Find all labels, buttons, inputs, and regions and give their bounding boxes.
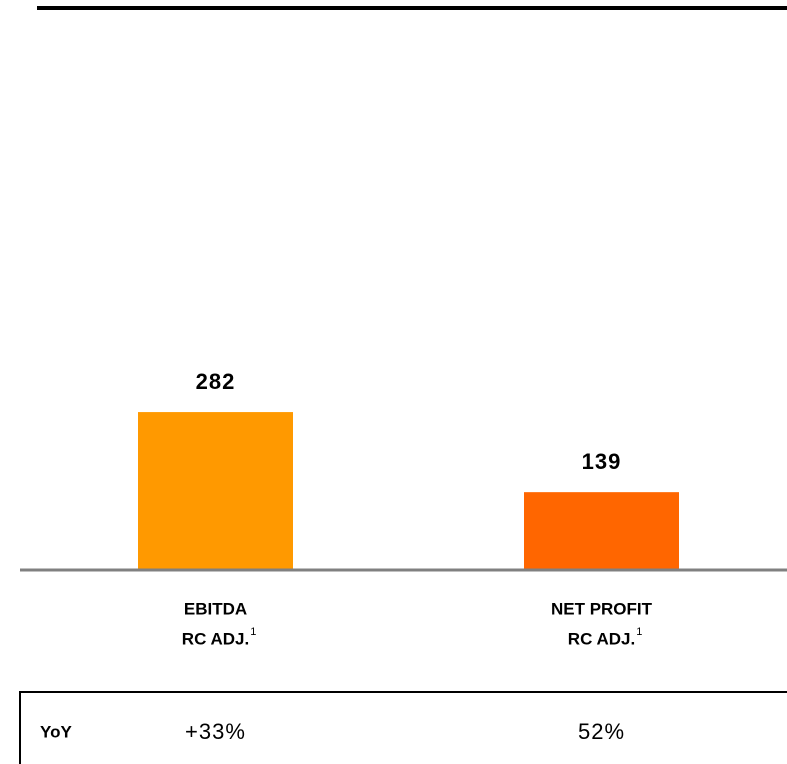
table-row-label: YoY [40, 722, 72, 741]
category-label: RC ADJ. [568, 629, 635, 648]
bar [524, 492, 679, 570]
data-label: 139 [582, 449, 622, 474]
table-value: +33% [185, 719, 246, 744]
footnote-mark: 1 [250, 626, 256, 638]
table-frame [19, 691, 787, 764]
table-value: 52% [578, 719, 625, 744]
data-label: 282 [196, 369, 236, 394]
footnote-mark: 1 [636, 626, 642, 638]
category-label: EBITDA [184, 599, 247, 618]
bar [138, 412, 293, 570]
category-label: RC ADJ. [182, 629, 249, 648]
category-label: NET PROFIT [551, 599, 653, 618]
